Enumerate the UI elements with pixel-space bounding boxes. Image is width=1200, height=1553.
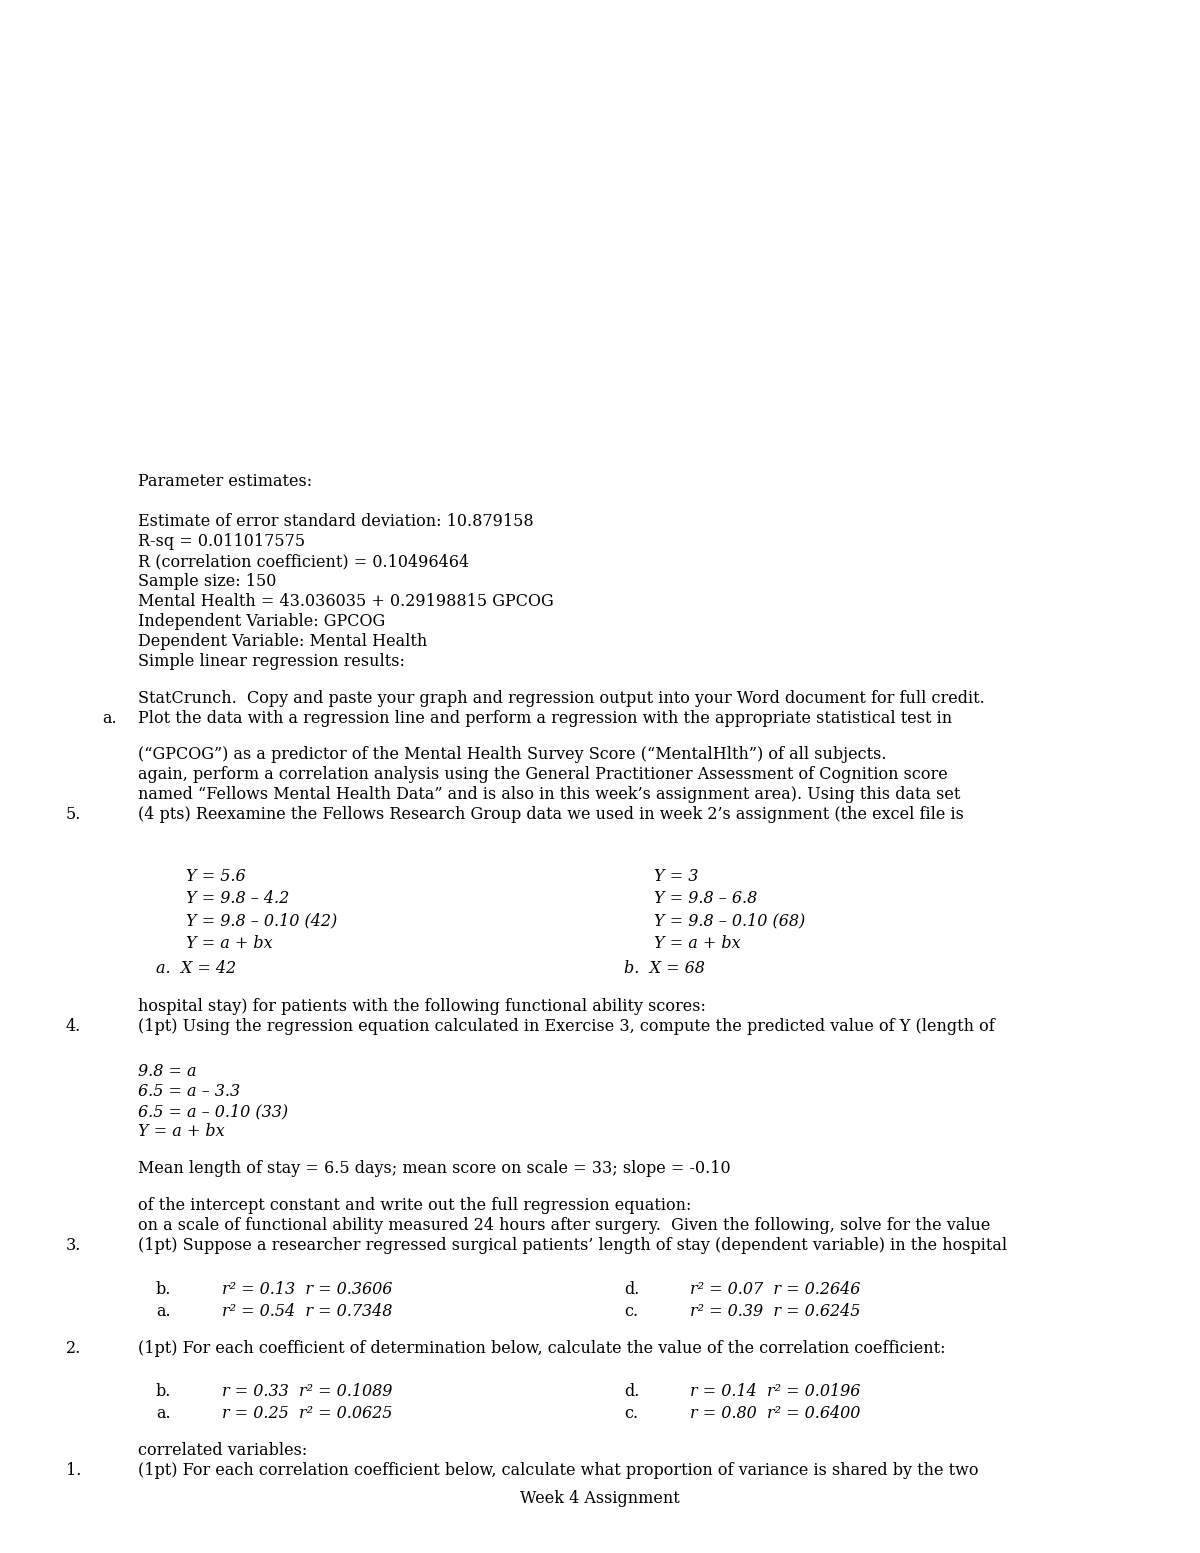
Text: r² = 0.13  r = 0.3606: r² = 0.13 r = 0.3606: [222, 1281, 392, 1298]
Text: Y = 5.6: Y = 5.6: [186, 868, 246, 885]
Text: Y = 3: Y = 3: [654, 868, 698, 885]
Text: Y = a + bx: Y = a + bx: [138, 1123, 224, 1140]
Text: Y = a + bx: Y = a + bx: [654, 935, 740, 952]
Text: Independent Variable: GPCOG: Independent Variable: GPCOG: [138, 613, 385, 631]
Text: Estimate of error standard deviation: 10.879158: Estimate of error standard deviation: 10…: [138, 512, 534, 530]
Text: named “Fellows Mental Health Data” and is also in this week’s assignment area). : named “Fellows Mental Health Data” and i…: [138, 786, 960, 803]
Text: 1.: 1.: [66, 1461, 82, 1478]
Text: 3.: 3.: [66, 1238, 82, 1253]
Text: Sample size: 150: Sample size: 150: [138, 573, 276, 590]
Text: r = 0.25  r² = 0.0625: r = 0.25 r² = 0.0625: [222, 1405, 392, 1423]
Text: a.: a.: [102, 710, 116, 727]
Text: (1pt) For each correlation coefficient below, calculate what proportion of varia: (1pt) For each correlation coefficient b…: [138, 1461, 978, 1478]
Text: R (correlation coefficient) = 0.10496464: R (correlation coefficient) = 0.10496464: [138, 553, 469, 570]
Text: Y = 9.8 – 6.8: Y = 9.8 – 6.8: [654, 890, 757, 907]
Text: Y = 9.8 – 0.10 (68): Y = 9.8 – 0.10 (68): [654, 912, 805, 929]
Text: correlated variables:: correlated variables:: [138, 1443, 307, 1458]
Text: Y = a + bx: Y = a + bx: [186, 935, 272, 952]
Text: r² = 0.39  r = 0.6245: r² = 0.39 r = 0.6245: [690, 1303, 860, 1320]
Text: Mean length of stay = 6.5 days; mean score on scale = 33; slope = -0.10: Mean length of stay = 6.5 days; mean sco…: [138, 1160, 731, 1177]
Text: r = 0.33  r² = 0.1089: r = 0.33 r² = 0.1089: [222, 1384, 392, 1399]
Text: (“GPCOG”) as a predictor of the Mental Health Survey Score (“MentalHlth”) of all: (“GPCOG”) as a predictor of the Mental H…: [138, 745, 887, 763]
Text: Week 4 Assignment: Week 4 Assignment: [520, 1489, 680, 1506]
Text: c.: c.: [624, 1303, 638, 1320]
Text: 9.8 = a: 9.8 = a: [138, 1062, 197, 1079]
Text: Y = 9.8 – 0.10 (42): Y = 9.8 – 0.10 (42): [186, 912, 337, 929]
Text: 6.5 = a – 0.10 (33): 6.5 = a – 0.10 (33): [138, 1103, 288, 1120]
Text: (1pt) For each coefficient of determination below, calculate the value of the co: (1pt) For each coefficient of determinat…: [138, 1340, 946, 1357]
Text: r = 0.14  r² = 0.0196: r = 0.14 r² = 0.0196: [690, 1384, 860, 1399]
Text: on a scale of functional ability measured 24 hours after surgery.  Given the fol: on a scale of functional ability measure…: [138, 1218, 990, 1235]
Text: StatCrunch.  Copy and paste your graph and regression output into your Word docu: StatCrunch. Copy and paste your graph an…: [138, 690, 985, 707]
Text: d.: d.: [624, 1384, 640, 1399]
Text: Mental Health = 43.036035 + 0.29198815 GPCOG: Mental Health = 43.036035 + 0.29198815 G…: [138, 593, 553, 610]
Text: 5.: 5.: [66, 806, 82, 823]
Text: b.: b.: [156, 1281, 172, 1298]
Text: a.: a.: [156, 1303, 170, 1320]
Text: b.  X = 68: b. X = 68: [624, 960, 704, 977]
Text: r = 0.80  r² = 0.6400: r = 0.80 r² = 0.6400: [690, 1405, 860, 1423]
Text: hospital stay) for patients with the following functional ability scores:: hospital stay) for patients with the fol…: [138, 999, 706, 1016]
Text: r² = 0.07  r = 0.2646: r² = 0.07 r = 0.2646: [690, 1281, 860, 1298]
Text: again, perform a correlation analysis using the General Practitioner Assessment : again, perform a correlation analysis us…: [138, 766, 948, 783]
Text: a.  X = 42: a. X = 42: [156, 960, 236, 977]
Text: 2.: 2.: [66, 1340, 82, 1357]
Text: 4.: 4.: [66, 1019, 82, 1034]
Text: c.: c.: [624, 1405, 638, 1423]
Text: Parameter estimates:: Parameter estimates:: [138, 474, 312, 491]
Text: (1pt) Using the regression equation calculated in Exercise 3, compute the predic: (1pt) Using the regression equation calc…: [138, 1019, 995, 1034]
Text: Dependent Variable: Mental Health: Dependent Variable: Mental Health: [138, 634, 427, 651]
Text: d.: d.: [624, 1281, 640, 1298]
Text: 6.5 = a – 3.3: 6.5 = a – 3.3: [138, 1082, 240, 1100]
Text: Y = 9.8 – 4.2: Y = 9.8 – 4.2: [186, 890, 289, 907]
Text: r² = 0.54  r = 0.7348: r² = 0.54 r = 0.7348: [222, 1303, 392, 1320]
Text: a.: a.: [156, 1405, 170, 1423]
Text: Simple linear regression results:: Simple linear regression results:: [138, 652, 404, 669]
Text: b.: b.: [156, 1384, 172, 1399]
Text: of the intercept constant and write out the full regression equation:: of the intercept constant and write out …: [138, 1197, 691, 1214]
Text: R-sq = 0.011017575: R-sq = 0.011017575: [138, 533, 305, 550]
Text: (1pt) Suppose a researcher regressed surgical patients’ length of stay (dependen: (1pt) Suppose a researcher regressed sur…: [138, 1238, 1007, 1253]
Text: (4 pts) Reexamine the Fellows Research Group data we used in week 2’s assignment: (4 pts) Reexamine the Fellows Research G…: [138, 806, 964, 823]
Text: Plot the data with a regression line and perform a regression with the appropria: Plot the data with a regression line and…: [138, 710, 952, 727]
